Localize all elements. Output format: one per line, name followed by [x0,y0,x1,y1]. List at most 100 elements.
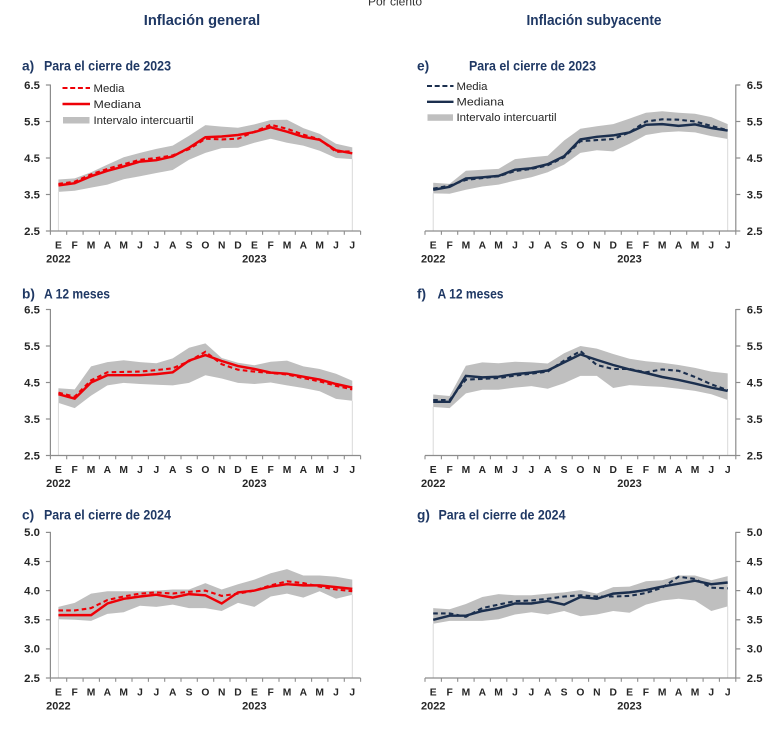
svg-text:F: F [72,688,78,699]
svg-text:E: E [626,688,633,699]
svg-text:M: M [283,688,292,699]
svg-text:2023: 2023 [242,254,266,266]
svg-text:S: S [186,688,193,699]
svg-text:M: M [119,465,128,476]
svg-text:N: N [218,688,225,699]
svg-text:A: A [104,465,112,476]
svg-text:J: J [708,241,714,252]
svg-text:A: A [169,688,177,699]
svg-text:A: A [544,688,552,699]
svg-text:F: F [643,688,649,699]
svg-text:6.5: 6.5 [24,304,40,316]
svg-text:5.0: 5.0 [747,527,763,539]
svg-text:O: O [576,241,584,252]
svg-text:M: M [315,688,324,699]
svg-text:5.0: 5.0 [24,527,40,539]
svg-text:J: J [137,241,143,252]
svg-text:D: D [234,688,241,699]
svg-text:4.0: 4.0 [24,585,40,597]
svg-text:F: F [446,241,452,252]
svg-text:A: A [675,241,683,252]
svg-text:4.5: 4.5 [747,556,763,568]
svg-text:Por ciento: Por ciento [368,0,422,9]
svg-text:A: A [479,465,487,476]
svg-text:c): c) [22,508,34,523]
svg-text:J: J [725,465,731,476]
svg-text:M: M [119,688,128,699]
svg-text:M: M [283,465,292,476]
svg-text:5.5: 5.5 [24,341,40,353]
svg-text:J: J [333,465,339,476]
svg-text:J: J [349,241,355,252]
svg-text:J: J [725,241,731,252]
svg-text:M: M [691,688,700,699]
svg-text:2.5: 2.5 [24,673,40,685]
svg-text:E: E [55,688,62,699]
svg-text:M: M [691,241,700,252]
svg-text:E: E [251,465,258,476]
svg-text:2.5: 2.5 [24,450,40,462]
svg-text:A: A [104,241,112,252]
svg-text:D: D [609,241,616,252]
svg-text:F: F [446,688,452,699]
svg-text:N: N [218,465,225,476]
svg-text:A: A [300,465,308,476]
svg-text:5.5: 5.5 [747,116,763,128]
svg-text:3.5: 3.5 [24,189,40,201]
svg-text:A: A [675,688,683,699]
svg-text:M: M [87,241,96,252]
svg-text:Media: Media [94,83,126,95]
svg-text:D: D [234,465,241,476]
svg-text:F: F [72,465,78,476]
svg-text:S: S [186,465,193,476]
svg-text:F: F [268,688,274,699]
svg-text:a): a) [22,59,34,74]
svg-text:E: E [251,688,258,699]
svg-text:6.5: 6.5 [747,304,763,316]
svg-text:2023: 2023 [617,701,641,713]
svg-text:Media: Media [457,81,489,93]
svg-text:J: J [349,465,355,476]
svg-text:O: O [201,241,209,252]
svg-text:4.5: 4.5 [24,556,40,568]
svg-text:3.0: 3.0 [24,644,40,656]
svg-text:3.5: 3.5 [24,615,40,627]
svg-text:Inflación subyacente: Inflación subyacente [527,12,662,29]
svg-text:M: M [315,241,324,252]
svg-text:4.5: 4.5 [24,153,40,165]
svg-text:D: D [234,241,241,252]
svg-text:J: J [137,688,143,699]
svg-text:M: M [462,241,471,252]
svg-text:M: M [658,465,667,476]
svg-text:M: M [87,688,96,699]
svg-text:E: E [430,465,437,476]
svg-text:O: O [201,465,209,476]
svg-text:2022: 2022 [421,254,445,266]
svg-text:A: A [479,241,487,252]
svg-text:S: S [561,241,568,252]
svg-text:2023: 2023 [617,254,641,266]
svg-text:M: M [494,688,503,699]
svg-text:A: A [169,465,177,476]
svg-text:2.5: 2.5 [747,673,763,685]
svg-text:Para el cierre de 2023: Para el cierre de 2023 [44,59,171,74]
svg-text:A 12 meses: A 12 meses [438,287,504,302]
svg-text:Para el cierre de 2024: Para el cierre de 2024 [44,508,171,523]
svg-text:J: J [333,241,339,252]
svg-text:J: J [512,241,518,252]
svg-text:2022: 2022 [46,478,70,490]
svg-text:3.5: 3.5 [747,615,763,627]
svg-text:J: J [154,465,160,476]
svg-text:E: E [626,241,633,252]
svg-text:S: S [561,465,568,476]
svg-text:3.5: 3.5 [747,414,763,426]
svg-text:J: J [137,465,143,476]
svg-text:F: F [643,465,649,476]
svg-text:E: E [55,465,62,476]
svg-text:2023: 2023 [242,701,266,713]
svg-text:4.5: 4.5 [24,377,40,389]
svg-text:E: E [251,241,258,252]
svg-text:D: D [609,465,616,476]
svg-text:A: A [479,688,487,699]
svg-text:J: J [708,465,714,476]
